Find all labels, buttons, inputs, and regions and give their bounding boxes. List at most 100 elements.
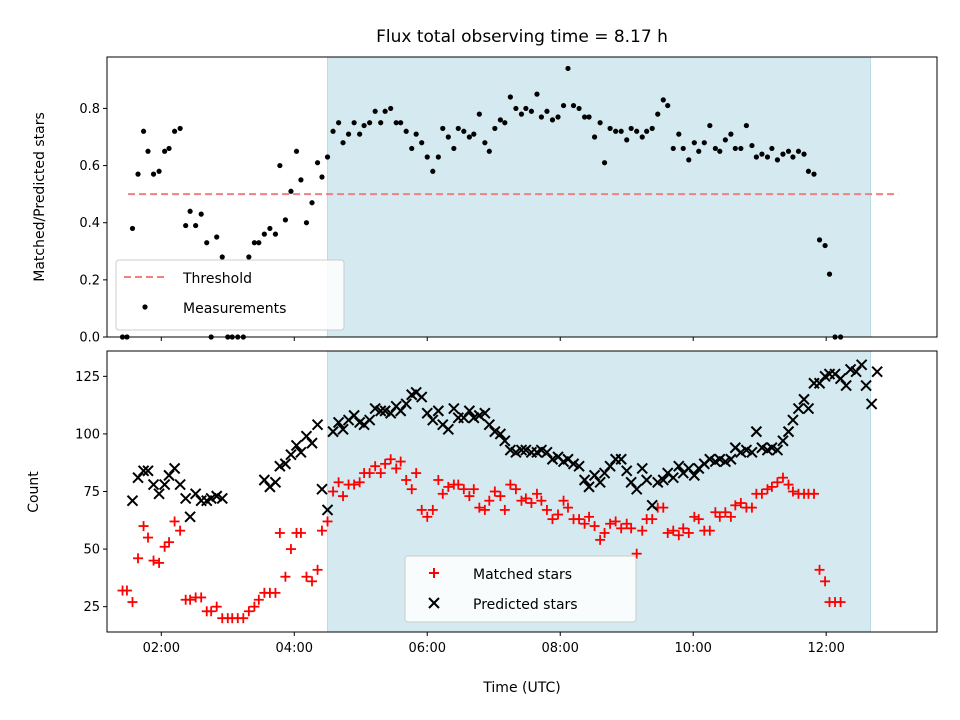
- matched-star-point: [138, 521, 149, 532]
- matched-star-point: [647, 514, 658, 525]
- predicted-star-point: [174, 478, 186, 491]
- matched-star-point: [499, 504, 510, 515]
- matched-star-point: [468, 484, 479, 495]
- measurement-point: [246, 254, 252, 260]
- matched-star-point: [154, 557, 165, 568]
- matched-star-point: [814, 564, 825, 575]
- measurement-point: [795, 148, 802, 154]
- measurements-series: [119, 65, 844, 340]
- x-tick-label: 04:00: [276, 641, 313, 656]
- predicted-star-point: [657, 474, 669, 486]
- matched-star-point: [558, 495, 569, 506]
- measurement-point: [204, 240, 210, 246]
- y-tick-label: 0.0: [79, 331, 100, 346]
- predicted-star-point: [216, 492, 228, 505]
- measurement-point: [649, 125, 655, 132]
- matched-star-point: [495, 491, 506, 502]
- measurement-point: [198, 211, 204, 217]
- predicted-star-point: [126, 495, 139, 507]
- measurement-point: [298, 177, 304, 183]
- bottom-count-points: [117, 359, 883, 624]
- matched-star-point: [121, 585, 132, 596]
- matched-star-point: [683, 527, 694, 538]
- predicted-star-point: [515, 444, 528, 456]
- bottom-axes: 25 50 75 100 125 02:00 04:00 06:00 08:00 10:00 12:…: [75, 350, 938, 656]
- measurement-point: [570, 102, 577, 109]
- matched-star-point: [416, 504, 427, 515]
- top-y-axis-label: Matched/Predicted stars: [32, 112, 48, 282]
- ratio-panel: Flux total observing time = 8.17 h 0.00.…: [32, 27, 938, 346]
- predicted-star-point: [306, 437, 318, 449]
- matched-star-point: [516, 495, 527, 506]
- measurement-point: [309, 200, 315, 206]
- matched-star-point: [175, 525, 186, 536]
- matched-star-point: [766, 481, 777, 492]
- matched-star-point: [484, 495, 495, 506]
- measurements-legend-label: Measurements: [183, 301, 286, 317]
- measurement-point: [282, 217, 289, 223]
- measurement-point: [183, 222, 189, 229]
- measurement-point: [785, 148, 792, 154]
- measurement-point: [639, 134, 645, 140]
- x-tick-label: 12:00: [807, 641, 844, 656]
- matched-star-point: [164, 537, 175, 548]
- predicted-star-point: [871, 366, 883, 378]
- predicted-star-point: [363, 414, 376, 426]
- measurement-point: [319, 174, 325, 180]
- measurement-point: [409, 145, 415, 152]
- y-tick-label: 50: [83, 543, 100, 558]
- top-legend-box: [115, 259, 345, 331]
- predicted-star-point: [798, 393, 810, 406]
- predicted-star-point: [179, 492, 192, 505]
- matched-star-point: [584, 511, 595, 522]
- matched-star-point: [301, 571, 312, 582]
- measurement-point: [455, 125, 461, 132]
- matched-legend-swatch: [429, 568, 439, 578]
- predicted-star-point: [594, 476, 606, 488]
- measurement-point: [486, 148, 492, 154]
- predicted-star-point: [499, 435, 511, 447]
- measurement-point: [272, 231, 279, 237]
- matched-star-point: [553, 509, 564, 520]
- y-tick-label: 0.2: [79, 273, 100, 288]
- x-axis-label: Time (UTC): [482, 680, 560, 696]
- measurement-point: [660, 97, 666, 103]
- predicted-star-point: [688, 469, 701, 482]
- matched-star-point: [385, 454, 396, 465]
- predicted-star-point: [802, 402, 815, 415]
- predicted-star-point: [667, 471, 679, 484]
- x-tick-label: 02:00: [143, 641, 180, 656]
- y-tick-label: 0.8: [79, 102, 100, 117]
- predicted-star-point: [337, 423, 349, 436]
- predicted-star-point: [860, 379, 872, 392]
- measurement-point: [330, 128, 336, 134]
- matched-star-point: [762, 484, 773, 495]
- bottom-legend: Matched stars Predicted stars: [404, 555, 637, 623]
- predicted-star-point: [290, 439, 303, 452]
- measurement-point: [634, 128, 640, 134]
- measurement-point: [324, 154, 331, 160]
- matched-star-point: [714, 511, 725, 522]
- matched-star-point: [489, 486, 500, 497]
- matched-star-point: [370, 461, 381, 472]
- matched-star-point: [735, 498, 746, 509]
- measurement-point: [686, 157, 692, 163]
- measurement-point: [361, 122, 367, 129]
- matched-star-point: [621, 518, 632, 529]
- measurement-point: [528, 108, 535, 114]
- measurement-point: [728, 131, 734, 137]
- measurement-point: [267, 225, 273, 232]
- matched-star-point: [253, 594, 264, 605]
- threshold-legend-label: Threshold: [182, 271, 252, 287]
- measurement-point: [738, 145, 744, 152]
- matched-star-point: [411, 468, 422, 479]
- top-legend: Threshold Measurements: [115, 259, 345, 331]
- matched-star-point: [725, 511, 736, 522]
- measurement-point: [655, 111, 661, 117]
- matched-star-point: [437, 488, 448, 499]
- top-shaded-interval: [327, 57, 872, 337]
- measurement-point: [597, 120, 603, 126]
- matched-star-point: [354, 477, 365, 488]
- matched-star-point: [349, 479, 360, 490]
- matched-star-point: [280, 571, 291, 582]
